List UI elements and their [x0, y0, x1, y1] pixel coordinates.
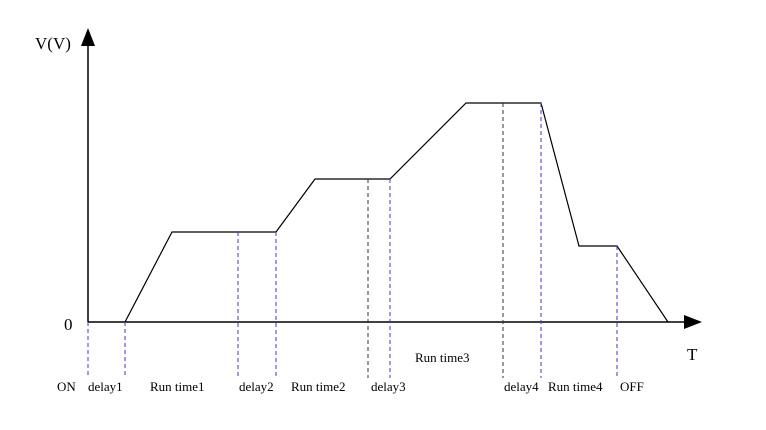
segment-label: delay3: [371, 379, 406, 394]
segment-label: Run time1: [150, 379, 205, 394]
segment-label: Run time3: [415, 350, 470, 365]
x-axis-arrow: [684, 315, 702, 329]
origin-label: 0: [64, 315, 73, 334]
y-axis-arrow: [81, 28, 95, 46]
dashed-markers: [87, 103, 618, 378]
x-axis-label: T: [687, 345, 698, 364]
segment-label: OFF: [620, 379, 644, 394]
y-axis-label: V(V): [35, 34, 71, 53]
voltage-curve: [124, 102, 669, 323]
segment-label: delay4: [504, 379, 539, 394]
segment-label: Run time4: [548, 379, 603, 394]
segment-label: delay1: [88, 379, 123, 394]
segment-label: delay2: [239, 379, 274, 394]
segment-label: ON: [57, 379, 76, 394]
segment-label: Run time2: [291, 379, 346, 394]
